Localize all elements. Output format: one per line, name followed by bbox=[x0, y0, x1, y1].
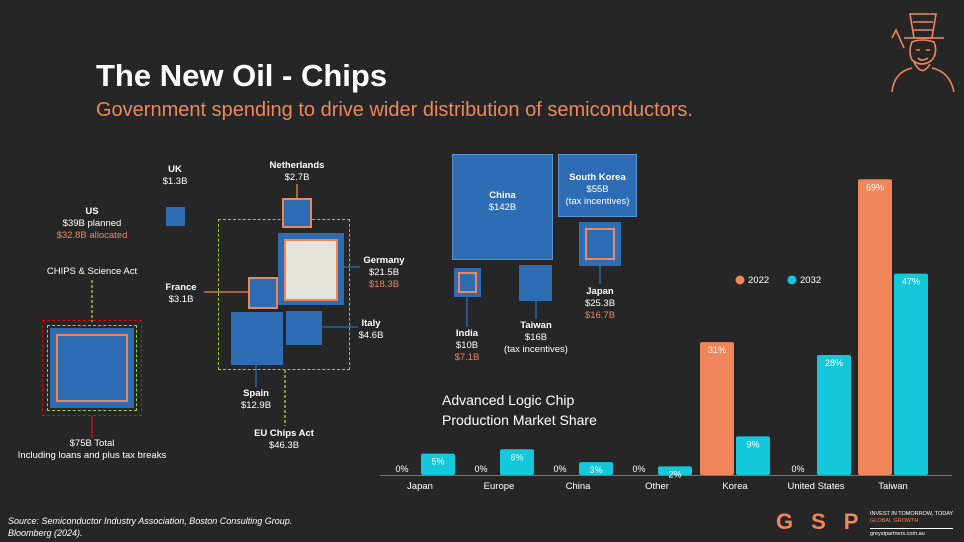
data-label-china-2022: 0% bbox=[553, 464, 566, 474]
legend-label-2022: 2022 bbox=[748, 275, 769, 286]
us-total-connector bbox=[91, 416, 93, 438]
bar-taiwan-2032 bbox=[894, 273, 928, 475]
legend-label-2032: 2032 bbox=[800, 275, 821, 286]
germany-connector bbox=[344, 266, 360, 268]
category-label-taiwan: Taiwan bbox=[878, 481, 908, 492]
spain-connector bbox=[255, 365, 257, 387]
china-label: China $142B bbox=[488, 190, 517, 213]
bar-china-2032 bbox=[579, 462, 613, 475]
japan-label: Japan $25.3B $16.7B bbox=[584, 286, 616, 321]
data-label-taiwan-2022: 69% bbox=[866, 182, 884, 192]
gsp-logo: GSP bbox=[776, 509, 877, 534]
data-label-japan-2022: 0% bbox=[395, 464, 408, 474]
data-label-united-states-2032: 28% bbox=[825, 358, 843, 368]
data-label-korea-2022: 31% bbox=[708, 345, 726, 355]
category-label-europe: Europe bbox=[484, 481, 515, 492]
category-label-japan: Japan bbox=[407, 481, 433, 492]
japan-allocated-box bbox=[585, 228, 615, 260]
india-label: India $10B $7.1B bbox=[454, 328, 480, 363]
netherlands-connector bbox=[296, 184, 298, 198]
netherlands-box bbox=[282, 198, 312, 228]
chart-title-line-1: Advanced Logic Chip bbox=[442, 392, 575, 408]
category-label-other: Other bbox=[645, 481, 669, 492]
bar-korea-2032 bbox=[736, 436, 770, 475]
germany-label: Germany $21.5B $18.3B bbox=[363, 255, 405, 290]
page-title: The New Oil - Chips bbox=[96, 58, 388, 93]
south-korea-label: South Korea $55B (tax incentives) bbox=[565, 172, 630, 207]
source-note: Source: Semiconductor Industry Associati… bbox=[8, 516, 293, 538]
france-label: France $3.1B bbox=[165, 282, 197, 305]
france-box bbox=[248, 277, 278, 309]
gsp-tagline: INVEST IN TOMORROW, TODAY GLOBAL GROWTH … bbox=[870, 511, 954, 537]
data-label-korea-2032: 9% bbox=[746, 439, 759, 449]
page-subtitle: Government spending to drive wider distr… bbox=[96, 99, 693, 121]
uncle-sam-logo-icon bbox=[891, 13, 955, 92]
data-label-united-states-2022: 0% bbox=[791, 464, 804, 474]
spain-label: Spain $12.9B bbox=[240, 388, 272, 411]
us-planned-box bbox=[47, 325, 137, 411]
eu-act-label: EU Chips Act $46.3B bbox=[254, 428, 314, 451]
spain-box bbox=[231, 312, 283, 365]
data-label-china-2032: 3% bbox=[589, 465, 602, 475]
france-connector bbox=[204, 291, 250, 293]
chart-title: Advanced Logic Chip Production Market Sh… bbox=[442, 390, 597, 430]
chart-title-line-2: Production Market Share bbox=[442, 412, 597, 428]
data-label-taiwan-2032: 47% bbox=[902, 277, 920, 287]
category-label-united-states: United States bbox=[787, 481, 844, 492]
us-label: US $39B planned $32.8B allocated bbox=[56, 206, 128, 241]
uk-box bbox=[166, 207, 185, 226]
data-label-japan-2032: 5% bbox=[431, 457, 444, 467]
us-total-label: $75B Total Including loans and plus tax … bbox=[17, 438, 167, 461]
bar-japan-2032 bbox=[421, 453, 455, 475]
us-total-box bbox=[42, 320, 142, 416]
data-label-other-2022: 0% bbox=[632, 464, 645, 474]
japan-connector bbox=[599, 266, 601, 284]
taiwan-connector bbox=[535, 301, 537, 319]
bar-other-2032 bbox=[658, 466, 692, 475]
bar-europe-2032 bbox=[500, 449, 534, 475]
us-act-label: CHIPS & Science Act bbox=[46, 266, 138, 277]
germany-allocated-box bbox=[284, 239, 338, 301]
taiwan-label: Taiwan $16B (tax incentives) bbox=[504, 320, 568, 355]
bar-korea-2022 bbox=[700, 342, 734, 475]
eu-act-connector bbox=[284, 370, 286, 426]
uk-label: UK $1.3B bbox=[162, 164, 188, 187]
italy-label: Italy $4.6B bbox=[358, 318, 384, 341]
data-label-europe-2032: 6% bbox=[510, 452, 523, 462]
bar-united-states-2032 bbox=[817, 355, 851, 475]
india-allocated-box bbox=[458, 272, 477, 293]
netherlands-label: Netherlands $2.7B bbox=[269, 160, 325, 183]
us-connector bbox=[91, 280, 93, 322]
category-label-china: China bbox=[566, 481, 592, 492]
italy-box bbox=[286, 311, 322, 345]
south-korea-box bbox=[558, 154, 637, 217]
legend-marker-2032 bbox=[787, 275, 797, 285]
data-label-other-2032: 2% bbox=[668, 469, 681, 479]
bar-taiwan-2022 bbox=[858, 179, 892, 476]
taiwan-box bbox=[519, 265, 552, 301]
us-box bbox=[50, 328, 134, 408]
us-allocated-box bbox=[56, 334, 128, 402]
category-label-korea: Korea bbox=[722, 481, 748, 492]
india-connector bbox=[466, 297, 468, 327]
italy-connector bbox=[322, 326, 358, 328]
legend-marker-2022 bbox=[735, 275, 745, 285]
china-box bbox=[452, 154, 553, 260]
data-label-europe-2022: 0% bbox=[474, 464, 487, 474]
